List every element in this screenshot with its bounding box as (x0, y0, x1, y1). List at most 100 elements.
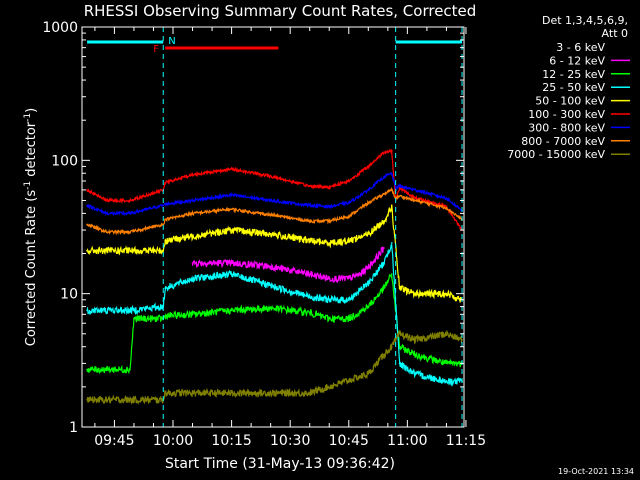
series-point-800-7000-kev (328, 220, 330, 222)
series-point-25-50-kev (348, 299, 350, 301)
series-point-6-12-kev (308, 273, 311, 275)
x-tick-label: 10:45 (329, 433, 369, 449)
x-axis-label: Start Time (31-May-13 09:36:42) (165, 456, 395, 472)
series-point-7000-15000-kev (191, 392, 194, 394)
series-point-6-12-kev (328, 277, 330, 280)
series-point-25-50-kev (390, 242, 393, 244)
legend-entry-label: 800 - 7000 keV (521, 135, 605, 148)
series-point-50-100-kev (414, 292, 416, 295)
series-point-25-50-kev (308, 295, 311, 298)
series-point-800-7000-kev (164, 218, 166, 221)
series-point-25-50-kev (269, 284, 272, 287)
series-point-50-100-kev (230, 229, 233, 231)
y-tick-label: 100 (51, 153, 78, 169)
series-point-50-100-kev (308, 239, 311, 242)
series-point-12-25-kev (367, 305, 370, 308)
series-point-12-25-kev (308, 311, 311, 314)
series-point-12-25-kev (191, 313, 194, 316)
series-point-25-50-kev (367, 282, 370, 284)
series-point-50-100-kev (367, 233, 370, 235)
series-point-12-25-kev (164, 315, 166, 317)
series-point-300-800-kev (162, 204, 164, 207)
series-point-100-300-kev (328, 186, 330, 188)
series-point-800-7000-kev (230, 208, 233, 210)
series-point-6-12-kev (191, 262, 194, 264)
series-point-100-300-kev (445, 205, 448, 208)
axis-layer: 09:45 10:00 10:15 10:30 10:45 11:00 11:15 1 10 10… (42, 20, 486, 449)
series-line-3-6-kev (86, 245, 387, 375)
series-point-3-6-kev (385, 309, 387, 312)
series-point-6-12-kev (359, 273, 362, 275)
series-point-50-100-kev (86, 249, 88, 252)
series-point-100-300-kev (348, 180, 350, 182)
legend-entry-label: 7000 - 15000 keV (507, 148, 605, 161)
series-point-100-300-kev (414, 197, 416, 199)
series-point-25-50-kev (445, 380, 448, 383)
series-point-6-12-kev (348, 277, 350, 280)
series-point-7000-15000-kev (308, 392, 311, 394)
series-point-800-7000-kev (383, 193, 385, 195)
series-point-25-50-kev (328, 299, 330, 301)
flag-f-label: F (153, 44, 159, 55)
series-point-25-50-kev (191, 277, 194, 280)
series-point-50-100-kev (162, 249, 164, 252)
series-point-50-100-kev (328, 242, 330, 244)
series-point-7000-15000-kev (164, 392, 166, 394)
series-point-12-25-kev (445, 362, 448, 365)
series-point-300-800-kev (269, 199, 272, 202)
legend-entry-label: 12 - 25 keV (542, 68, 605, 81)
series-point-25-50-kev (230, 273, 233, 275)
legend-entry-label: 300 - 800 keV (528, 121, 605, 134)
series-point-300-800-kev (367, 189, 370, 191)
series-point-50-100-kev (390, 205, 393, 208)
series-point-25-50-kev (164, 287, 166, 289)
series-point-7000-15000-kev (86, 399, 88, 401)
series-point-800-7000-kev (129, 231, 131, 233)
legend-header-line1: Det 1,3,4,5,6,9, (542, 14, 628, 27)
series-point-25-50-kev (129, 309, 131, 312)
series-point-100-300-kev (308, 185, 311, 187)
series-point-100-300-kev (367, 165, 370, 168)
date-stamp: 19-Oct-2021 13:34 (558, 467, 634, 476)
series-point-7000-15000-kev (414, 339, 416, 341)
series-point-3-6-kev (308, 302, 311, 304)
series-point-300-800-kev (394, 187, 397, 189)
series-point-300-800-kev (390, 172, 393, 175)
series-point-50-100-kev (191, 235, 194, 237)
series-point-300-800-kev (328, 205, 330, 208)
series-point-3-6-kev (332, 309, 334, 312)
series-line-12-25-kev (86, 273, 463, 375)
legend-entry-label: 100 - 300 keV (528, 108, 605, 121)
series-point-12-25-kev (269, 307, 272, 309)
series-point-100-300-kev (230, 168, 233, 170)
x-tick-label: 10:00 (153, 433, 193, 449)
series-point-12-25-kev (398, 345, 401, 348)
y-tick-label: 1 (69, 420, 78, 436)
series-point-50-100-kev (269, 233, 272, 235)
series-point-800-7000-kev (348, 215, 350, 218)
series-line-50-100-kev (86, 204, 463, 303)
series-point-800-7000-kev (86, 223, 88, 226)
series-point-100-300-kev (164, 181, 166, 184)
series-point-7000-15000-kev (398, 333, 401, 335)
series-point-300-800-kev (230, 194, 233, 196)
series-point-7000-15000-kev (133, 399, 135, 401)
series-point-800-7000-kev (105, 231, 108, 233)
series-point-7000-15000-kev (250, 392, 252, 394)
x-tick-label: 11:00 (387, 433, 427, 449)
series-point-25-50-kev (414, 373, 416, 375)
series-point-12-25-kev (129, 368, 131, 371)
series-point-300-800-kev (308, 204, 311, 207)
series-point-25-50-kev (398, 362, 401, 365)
series-point-50-100-kev (129, 249, 131, 252)
series-line-25-50-kev (86, 243, 463, 387)
series-point-7000-15000-kev (383, 353, 385, 356)
series-point-6-12-kev (230, 262, 233, 264)
series-point-800-7000-kev (162, 223, 164, 226)
flag-n-label: N (168, 36, 175, 47)
series-point-3-6-kev (133, 368, 135, 371)
legend-header-line2: Att 0 (602, 27, 628, 40)
legend-entry-label: 3 - 6 keV (556, 41, 605, 54)
series-point-3-6-kev (164, 247, 166, 249)
